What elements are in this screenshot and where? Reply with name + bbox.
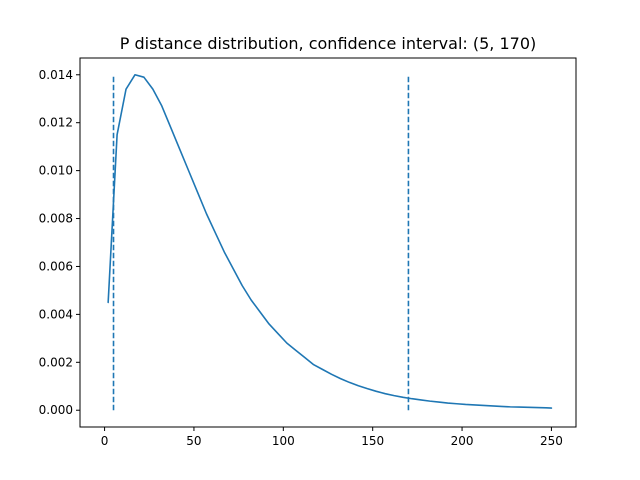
- y-axis: 0.000 0.002 0.004 0.006 0.008 0.010 0.012 0.014: [39, 68, 80, 417]
- plot-area: [107, 73, 553, 411]
- x-tick-label: 150: [361, 434, 384, 448]
- series-line-0: [107, 73, 553, 409]
- x-tick-label: 0: [101, 434, 109, 448]
- y-tick-label: 0.002: [39, 355, 73, 369]
- axes-frame: [79, 57, 577, 428]
- x-tick-label: 250: [540, 434, 563, 448]
- chart-title: P distance distribution, confidence inte…: [120, 34, 537, 53]
- y-tick-label: 0.000: [39, 403, 73, 417]
- y-tick-label: 0.014: [39, 68, 73, 82]
- y-tick-label: 0.008: [39, 212, 73, 226]
- y-tick-label: 0.012: [39, 116, 73, 130]
- y-tick-label: 0.010: [39, 164, 73, 178]
- x-tick-label: 50: [186, 434, 201, 448]
- x-tick-label: 100: [272, 434, 295, 448]
- x-axis: 0 50 100 150 200 250: [101, 427, 563, 448]
- y-tick-label: 0.006: [39, 259, 73, 273]
- x-tick-label: 200: [451, 434, 474, 448]
- y-tick-label: 0.004: [39, 307, 73, 321]
